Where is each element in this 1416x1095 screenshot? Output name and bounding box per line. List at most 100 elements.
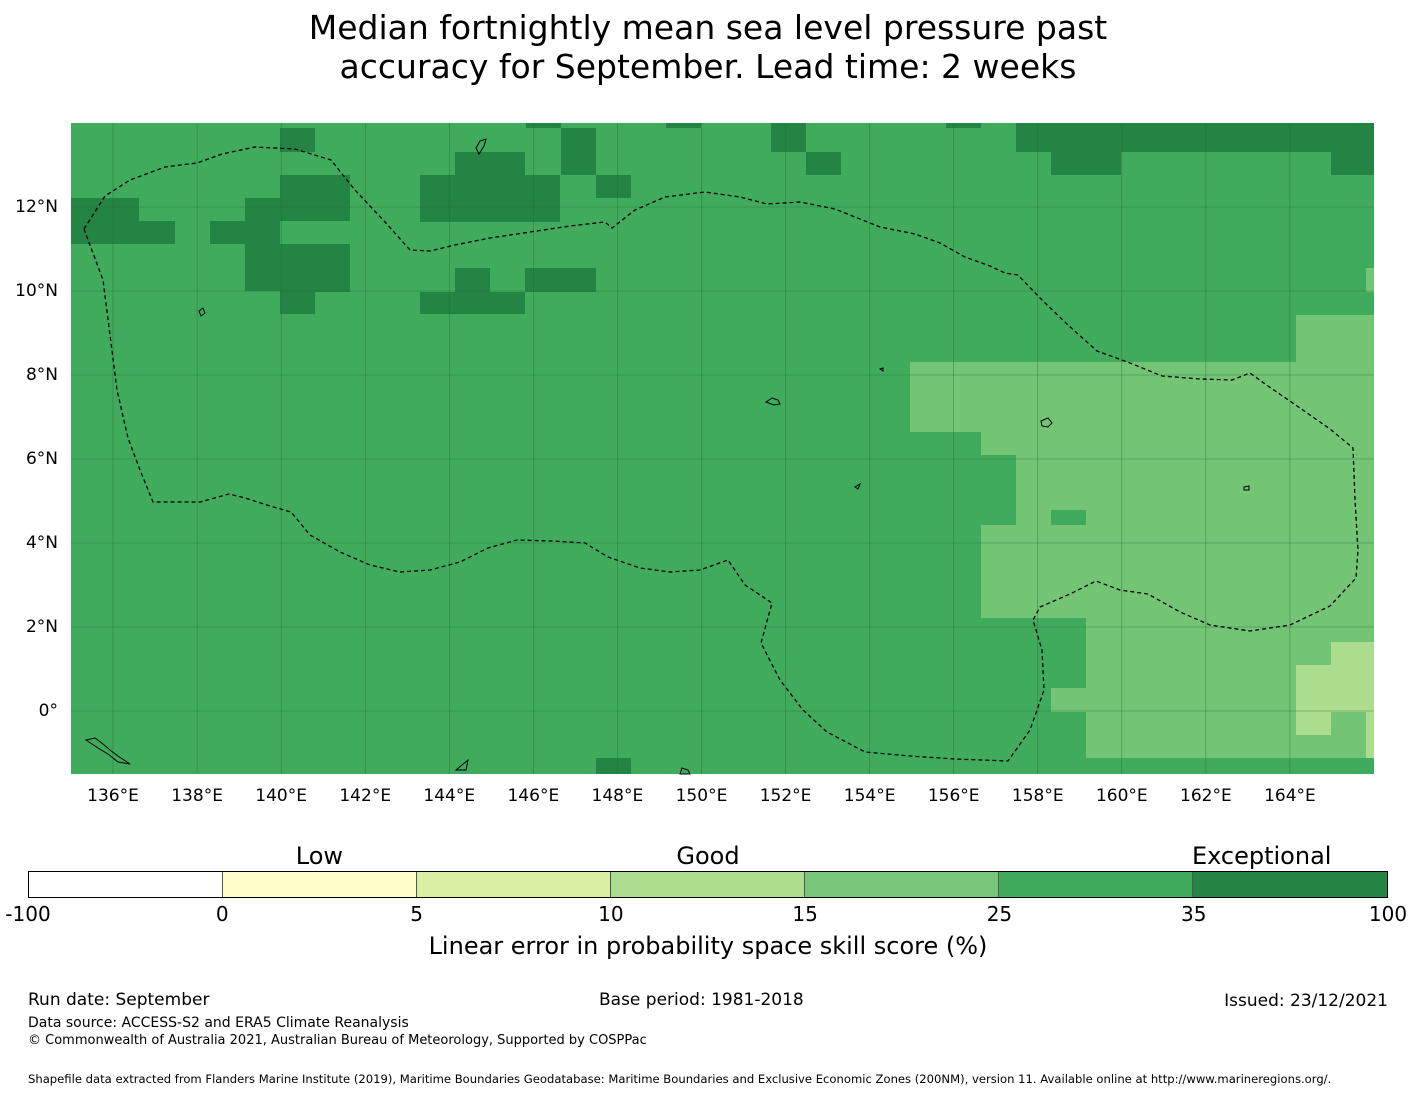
colorbar-tick-label: 100 [1368, 902, 1408, 926]
skill-cell-35-100 [490, 152, 525, 222]
y-tick-label: 0° [38, 701, 58, 721]
issued-date: Issued: 23/12/2021 [1224, 991, 1388, 1011]
skill-cell-35-100 [771, 123, 806, 152]
skill-cell-35-100 [280, 128, 315, 152]
yap-island [198, 307, 206, 317]
map-gridlines [71, 123, 1374, 774]
x-tick-label: 154°E [843, 786, 896, 806]
y-tick-label: 4°N [25, 533, 58, 553]
colorbar-title: Linear error in probability space skill … [428, 932, 988, 960]
x-tick-label: 140°E [255, 786, 308, 806]
colorbar-segment [417, 872, 611, 897]
chuuk-islands [764, 397, 781, 406]
skill-cell-15-25 [981, 525, 1086, 618]
colorbar [28, 871, 1388, 898]
x-tick-label: 148°E [591, 786, 644, 806]
skill-cell-25-35 [1051, 712, 1086, 758]
skill-cell-35-100 [210, 221, 245, 244]
x-tick-label: 164°E [1264, 786, 1316, 806]
x-tick-label: 160°E [1095, 786, 1148, 806]
x-tick-label: 156°E [927, 786, 980, 806]
chart-title-line2: accuracy for September. Lead time: 2 wee… [339, 47, 1077, 86]
atoll-1 [878, 367, 884, 372]
colorbar-category-low: Low [295, 842, 344, 870]
skill-cell-35-100 [1051, 152, 1086, 175]
y-tick-label: 6°N [25, 449, 58, 469]
x-tick-label: 152°E [759, 786, 812, 806]
base-period: Base period: 1981-2018 [599, 990, 804, 1010]
x-tick-label: 138°E [171, 786, 223, 806]
colorbar-tick-label: 15 [792, 902, 818, 926]
colorbar-segment [1193, 872, 1387, 897]
x-tick-label: 162°E [1180, 786, 1232, 806]
x-tick-label: 158°E [1011, 786, 1064, 806]
skill-cell-15-25 [1016, 480, 1051, 525]
x-tick-label: 142°E [339, 786, 392, 806]
colorbar-segment [611, 872, 805, 897]
guam-island [475, 138, 487, 156]
eez-boundary [83, 146, 1359, 762]
skill-cell-35-100 [526, 123, 561, 128]
y-tick-label: 2°N [25, 617, 58, 637]
skill-cell-35-100 [280, 292, 315, 314]
data-source: Data source: ACCESS-S2 and ERA5 Climate … [28, 1015, 409, 1031]
colorbar-segment [805, 872, 999, 897]
palau-islands [84, 737, 131, 765]
skill-cell-10-15 [1366, 712, 1374, 758]
png-north-coast [679, 767, 691, 775]
kosrae-island [1243, 485, 1250, 491]
skill-cell-35-100 [596, 758, 631, 774]
shapefile-credit: Shapefile data extracted from Flanders M… [28, 1072, 1332, 1086]
colorbar-tick-label: -100 [5, 902, 51, 926]
x-tick-label: 150°E [675, 786, 728, 806]
skill-cell-35-100 [946, 123, 981, 128]
skill-cell-35-100 [1331, 152, 1374, 175]
y-tick-label: 8°N [25, 365, 58, 385]
colorbar-category-exceptional: Exceptional [1191, 842, 1332, 870]
skill-cell-35-100 [280, 244, 350, 292]
skill-cell-15-25 [1366, 268, 1374, 292]
skill-cell-35-100 [806, 152, 841, 175]
colorbar-segment [999, 872, 1193, 897]
skill-cell-35-100 [245, 198, 280, 291]
pohnpei-island [1040, 417, 1053, 428]
colorbar-segment [223, 872, 417, 897]
x-tick-label: 146°E [507, 786, 560, 806]
atoll-3 [454, 758, 469, 771]
run-date: Run date: September [28, 990, 210, 1010]
skill-cell-10-15 [1331, 642, 1374, 712]
skill-cell-35-100 [455, 268, 490, 292]
y-tick-label: 12°N [15, 197, 58, 217]
colorbar-tick-label: 0 [215, 902, 229, 926]
skill-cell-35-100 [1086, 152, 1121, 175]
skill-cell-35-100 [280, 175, 350, 221]
colorbar-category-good: Good [676, 842, 740, 870]
colorbar-tick-label: 5 [410, 902, 423, 926]
skill-cell-35-100 [139, 221, 175, 244]
x-tick-label: 144°E [423, 786, 476, 806]
skill-cell-15-25 [1296, 315, 1374, 362]
skill-cell-15-25 [1226, 362, 1374, 618]
colorbar-tick-label: 10 [598, 902, 624, 926]
skill-cell-35-100 [1016, 123, 1374, 152]
skill-cell-15-25 [981, 385, 1051, 455]
chart-title-line1: Median fortnightly mean sea level pressu… [308, 8, 1108, 47]
skill-cell-35-100 [420, 292, 525, 314]
colorbar-segment [29, 872, 223, 897]
skill-cell-10-15 [1296, 665, 1331, 735]
skill-cell-35-100 [561, 128, 596, 175]
map-cells [71, 123, 1374, 774]
atoll-2 [854, 482, 862, 490]
islands [84, 138, 1250, 775]
skill-cell-35-100 [71, 198, 139, 244]
y-tick-label: 10°N [15, 281, 58, 301]
skill-cell-25-35 [1016, 618, 1051, 758]
x-tick-label: 136°E [87, 786, 139, 806]
skill-cell-35-100 [596, 175, 631, 198]
skill-cell-25-35 [1051, 618, 1086, 688]
colorbar-tick-label: 35 [1180, 902, 1207, 926]
colorbar-tick-label: 25 [986, 902, 1013, 926]
skill-cell-35-100 [666, 123, 701, 128]
skill-cell-35-100 [525, 268, 596, 292]
